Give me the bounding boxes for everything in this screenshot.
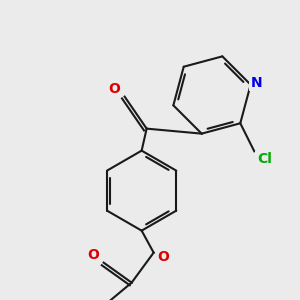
Text: O: O [158,250,170,264]
Text: N: N [251,76,262,90]
Text: O: O [88,248,100,262]
Text: O: O [109,82,121,96]
Text: Cl: Cl [257,152,272,166]
